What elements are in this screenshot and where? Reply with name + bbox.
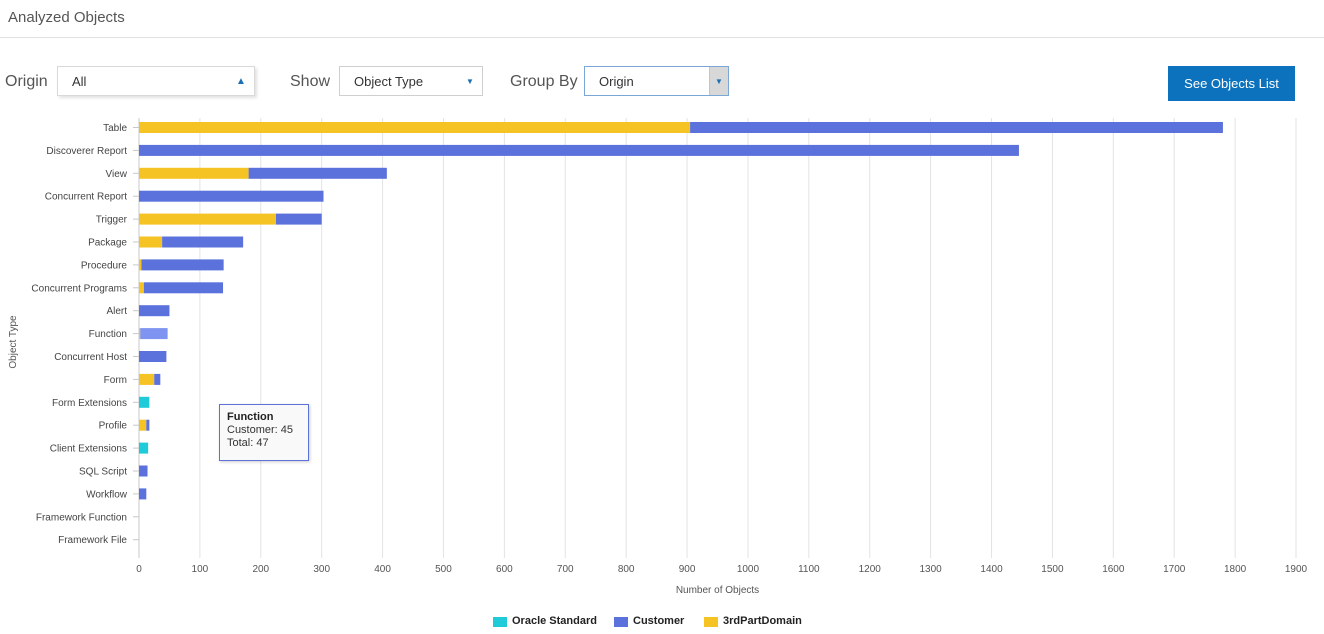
- x-axis-title: Number of Objects: [676, 585, 759, 596]
- x-tick-label: 0: [136, 564, 142, 575]
- y-tick-label: Discoverer Report: [46, 146, 127, 157]
- origin-select[interactable]: All ▲: [57, 66, 255, 96]
- see-objects-list-button[interactable]: See Objects List: [1168, 66, 1295, 101]
- bar-segment: [139, 419, 147, 431]
- show-select-value: Object Type: [354, 74, 424, 89]
- y-tick-label: Profile: [99, 421, 128, 432]
- x-tick-label: 1500: [1041, 564, 1064, 575]
- legend-swatch-oracle-standard: [493, 617, 507, 627]
- legend-label: Customer: [633, 615, 685, 627]
- y-axis-title: Object Type: [8, 315, 19, 369]
- y-tick-label: Concurrent Programs: [31, 283, 127, 294]
- y-tick-label: Form: [104, 375, 127, 386]
- page-header: Analyzed Objects: [0, 0, 1324, 38]
- y-tick-label: Function: [89, 329, 127, 340]
- bar-segment: [139, 213, 277, 225]
- y-tick-label: Trigger: [96, 215, 128, 226]
- show-select[interactable]: Object Type ▼: [339, 66, 483, 96]
- bar-segment: [139, 282, 144, 294]
- group-by-select[interactable]: Origin ▼: [584, 66, 729, 96]
- x-tick-label: 1200: [859, 564, 882, 575]
- x-tick-label: 200: [252, 564, 269, 575]
- y-tick-label: Concurrent Report: [45, 192, 127, 203]
- bar-segment: [146, 419, 150, 431]
- x-tick-label: 300: [313, 564, 330, 575]
- x-tick-label: 1000: [737, 564, 760, 575]
- bar-segment: [139, 442, 149, 454]
- bar-segment: [139, 396, 150, 408]
- tooltip-title: Function: [227, 411, 274, 423]
- origin-select-value: All: [72, 74, 87, 89]
- tooltip-customer-value: Customer: 45: [227, 424, 294, 436]
- y-tick-label: Workflow: [86, 489, 128, 500]
- y-tick-label: Procedure: [81, 260, 128, 271]
- y-tick-label: Alert: [106, 306, 127, 317]
- tooltip-total-value: Total: 47: [227, 437, 269, 449]
- bar-segment: [139, 488, 147, 500]
- legend-label: 3rdPartDomain: [723, 615, 802, 627]
- x-tick-label: 500: [435, 564, 452, 575]
- bar-segment: [276, 213, 322, 225]
- y-tick-label: Framework File: [58, 535, 127, 546]
- bar-segment: [162, 236, 244, 248]
- bar-segment: [248, 167, 387, 179]
- y-tick-label: Form Extensions: [52, 398, 127, 409]
- y-tick-label: Table: [103, 123, 127, 134]
- x-tick-label: 400: [374, 564, 391, 575]
- triangle-down-icon: ▼: [715, 77, 723, 86]
- group-by-select-value: Origin: [599, 74, 634, 89]
- y-tick-label: Concurrent Host: [54, 352, 127, 363]
- legend-swatch-customer: [614, 617, 628, 627]
- x-tick-label: 1700: [1163, 564, 1186, 575]
- bar-segment: [143, 282, 224, 294]
- x-tick-label: 900: [679, 564, 696, 575]
- triangle-up-icon: ▲: [236, 76, 246, 87]
- triangle-down-icon: ▼: [466, 77, 474, 86]
- y-tick-label: Package: [88, 238, 127, 249]
- chart-legend: Oracle Standard Customer 3rdPartDomain: [0, 615, 1324, 631]
- page-title: Analyzed Objects: [8, 9, 125, 26]
- x-tick-label: 1300: [920, 564, 943, 575]
- x-tick-label: 1600: [1102, 564, 1125, 575]
- x-tick-label: 1100: [798, 564, 820, 575]
- bar-segment: [139, 259, 142, 271]
- bar-segment: [139, 328, 141, 340]
- bar-segment: [690, 122, 1223, 133]
- x-tick-label: 1400: [980, 564, 1003, 575]
- y-tick-label: Client Extensions: [50, 444, 127, 455]
- bar-segment: [141, 259, 224, 271]
- x-tick-label: 1800: [1224, 564, 1247, 575]
- bar-segment: [139, 144, 1019, 156]
- bar-segment: [154, 373, 161, 385]
- bar-segment: [139, 167, 249, 179]
- bar-segment: [139, 122, 691, 133]
- bar-segment: [139, 373, 155, 385]
- x-tick-label: 700: [557, 564, 574, 575]
- filter-bar: Origin All ▲ Show Object Type ▼ Group By…: [0, 66, 1324, 101]
- y-tick-label: View: [106, 169, 128, 180]
- y-tick-label: SQL Script: [79, 467, 127, 478]
- x-tick-label: 800: [618, 564, 635, 575]
- x-tick-label: 100: [192, 564, 209, 575]
- x-tick-label: 600: [496, 564, 513, 575]
- legend-label: Oracle Standard: [512, 615, 597, 627]
- group-by-label: Group By: [510, 73, 578, 90]
- group-by-dropdown-button[interactable]: ▼: [709, 67, 728, 95]
- y-tick-label: Framework Function: [36, 512, 127, 523]
- objects-bar-chart: Table Discoverer Report View Concurrent Rep…: [8, 118, 1308, 596]
- legend-swatch-3rdpartdomain: [704, 617, 718, 627]
- bar-segment: [139, 190, 324, 202]
- chart-tooltip: Function Customer: 45 Total: 47: [219, 404, 309, 461]
- origin-label: Origin: [5, 73, 48, 90]
- show-label: Show: [290, 73, 331, 90]
- bar-segment: [139, 351, 167, 362]
- bar-segment: [139, 305, 170, 317]
- bar-segment: [139, 236, 163, 248]
- bar-segment: [140, 328, 168, 340]
- x-tick-label: 1900: [1285, 564, 1308, 575]
- bar-segment: [139, 465, 148, 477]
